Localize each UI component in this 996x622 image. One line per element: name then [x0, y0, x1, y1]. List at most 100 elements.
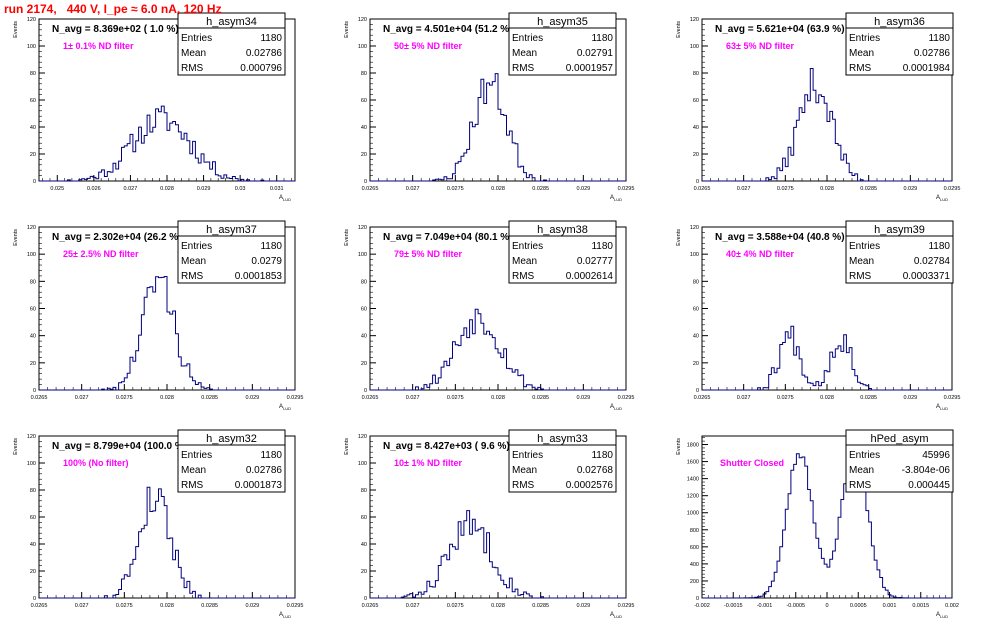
x-tick-label: 0.0015: [912, 603, 929, 609]
x-tick-label: 0.0275: [116, 395, 133, 401]
histogram-line-hPed_asym: [702, 446, 952, 599]
x-tick-label: 0.028: [820, 395, 834, 401]
y-tick-label: 60: [361, 307, 367, 313]
x-tick-label: 0.0285: [532, 186, 549, 192]
x-axis-title: ALUD: [936, 612, 948, 619]
y-tick-label: 20: [30, 152, 36, 158]
x-tick-label: 0.029: [903, 395, 917, 401]
x-tick-label: 0.0295: [944, 395, 961, 401]
x-tick-label: 0.029: [197, 186, 211, 192]
filter-label: 79± 5% ND filter: [394, 249, 462, 259]
y-tick-label: 200: [690, 579, 699, 585]
y-tick-label: 120: [690, 225, 699, 231]
y-tick-label: 0: [364, 179, 367, 185]
x-tick-label: 0.028: [160, 186, 174, 192]
x-tick-label: 0.0275: [447, 603, 464, 609]
x-tick-label: 0.0285: [860, 395, 877, 401]
stats-box-h_asym36: [845, 12, 954, 76]
stats-key: RMS: [181, 271, 204, 282]
y-tick-label: 100: [27, 252, 36, 258]
x-tick-label: 0.027: [406, 603, 420, 609]
stats-value: 0.02786: [246, 465, 283, 476]
y-tick-label: 0: [696, 596, 699, 602]
y-tick-label: 40: [361, 125, 367, 131]
y-tick-label: 1000: [687, 511, 699, 517]
stats-box-h_asym37: [177, 220, 286, 284]
y-tick-label: 120: [358, 17, 367, 23]
stats-key: Mean: [181, 465, 206, 476]
histogram-line-h_asym34: [39, 105, 295, 182]
stats-box-h_asym35: [508, 12, 617, 76]
stats-box-h_asym33: [508, 429, 617, 493]
stats-box-h_asym32: [177, 429, 286, 493]
y-tick-label: 40: [30, 334, 36, 340]
stats-value: 0.000445: [908, 480, 950, 491]
x-tick-label: 0.0285: [532, 395, 549, 401]
y-axis-title: Events: [344, 229, 350, 246]
x-tick-label: 0.027: [75, 603, 89, 609]
run-title: run 2174, 440 V, I_pe ≈ 6.0 nA, 120 Hz: [4, 2, 222, 16]
stats-key: Entries: [181, 450, 212, 461]
stats-key: Mean: [849, 256, 874, 267]
x-tick-label: 0.0295: [944, 186, 961, 192]
stats-box-h_asym34: [177, 12, 286, 76]
x-tick-label: -0.0005: [786, 603, 805, 609]
x-tick-label: 0.0295: [618, 603, 635, 609]
stats-value: 1180: [260, 33, 282, 44]
y-tick-label: 20: [361, 361, 367, 367]
stats-value: 0.02777: [577, 256, 614, 267]
y-tick-label: 0: [33, 596, 36, 602]
x-tick-label: 0.029: [576, 603, 590, 609]
stats-value: 0.02768: [577, 465, 614, 476]
stats-value: 1180: [591, 450, 613, 461]
navg-label: N_avg = 3.588e+04 (40.8 %): [715, 232, 845, 243]
x-axis-title: ALUD: [936, 404, 948, 411]
x-tick-label: 0.025: [50, 186, 64, 192]
x-tick-label: 0.0295: [287, 603, 304, 609]
stats-title: h_asym39: [874, 224, 925, 236]
y-tick-label: 60: [30, 515, 36, 521]
x-tick-label: 0.0285: [201, 395, 218, 401]
x-tick-label: 0.029: [576, 186, 590, 192]
x-tick-label: 0.027: [75, 395, 89, 401]
stats-value: 0.0001853: [235, 271, 283, 282]
y-tick-label: 60: [30, 98, 36, 104]
stats-value: 0.02784: [914, 256, 951, 267]
y-tick-label: 60: [30, 307, 36, 313]
stats-key: Entries: [849, 33, 880, 44]
y-tick-label: 100: [358, 461, 367, 467]
x-axis-title: ALUD: [610, 195, 622, 202]
y-tick-label: 0: [364, 596, 367, 602]
stats-title: hPed_asym: [870, 433, 928, 445]
stats-title: h_asym34: [206, 16, 257, 28]
y-tick-label: 60: [361, 515, 367, 521]
stats-value: 0.0003371: [903, 271, 951, 282]
x-tick-label: 0.028: [491, 603, 505, 609]
y-tick-label: 120: [690, 17, 699, 23]
y-tick-label: 60: [693, 307, 699, 313]
stats-value: 0.0001984: [903, 63, 951, 74]
filter-label: 40± 4% ND filter: [726, 249, 794, 259]
x-axis-title: ALUD: [610, 404, 622, 411]
y-tick-label: 0: [696, 179, 699, 185]
y-tick-label: 1600: [687, 460, 699, 466]
x-tick-label: -0.002: [694, 603, 710, 609]
y-tick-label: 80: [693, 71, 699, 77]
y-tick-label: 40: [693, 334, 699, 340]
x-tick-label: 0.0265: [31, 395, 48, 401]
x-tick-label: -0.0015: [724, 603, 743, 609]
x-tick-label: 0.028: [160, 603, 174, 609]
filter-label: 25± 2.5% ND filter: [63, 249, 139, 259]
stats-value: 0.02786: [914, 48, 951, 59]
x-tick-label: 0.029: [245, 603, 259, 609]
stats-key: Entries: [181, 33, 212, 44]
navg-label: N_avg = 4.501e+04 (51.2 %): [383, 24, 513, 35]
x-tick-label: 0.0265: [362, 395, 379, 401]
stats-title: h_asym35: [537, 16, 588, 28]
x-tick-label: 0.0275: [777, 186, 794, 192]
y-tick-label: 20: [361, 152, 367, 158]
stats-value: 45996: [922, 450, 950, 461]
y-tick-label: 100: [690, 252, 699, 258]
navg-label: N_avg = 2.302e+04 (26.2 %): [52, 232, 182, 243]
